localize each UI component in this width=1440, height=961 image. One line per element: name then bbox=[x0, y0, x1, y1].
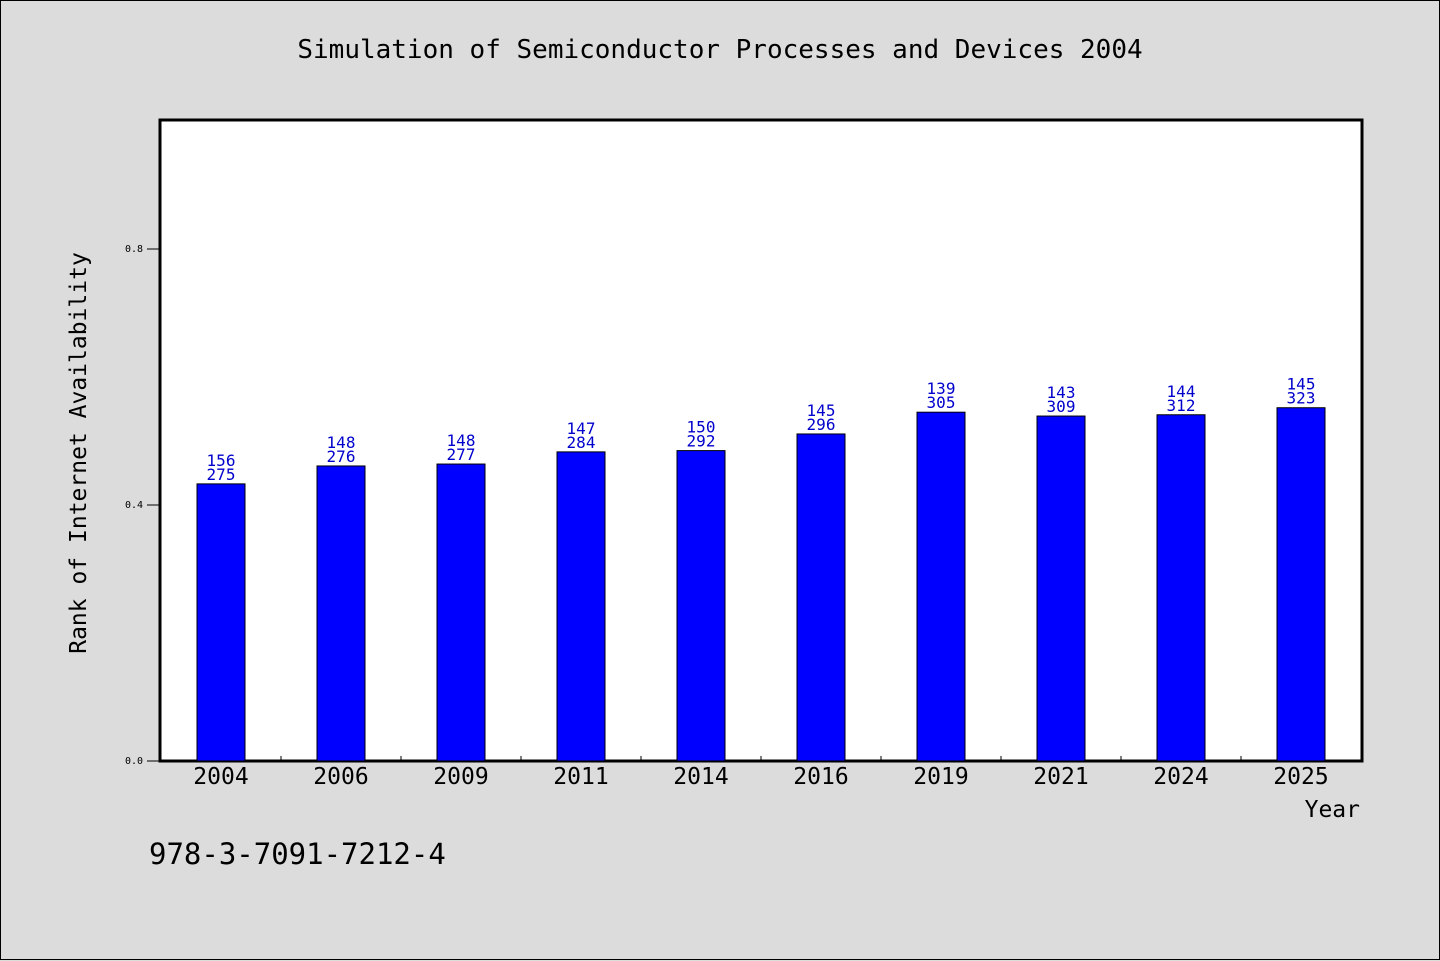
x-tick-label: 2006 bbox=[313, 764, 368, 790]
data-label-bottom: 309 bbox=[1047, 397, 1076, 416]
data-label-bottom: 277 bbox=[447, 445, 476, 464]
data-label-top: 150 bbox=[687, 418, 716, 437]
y-tick-label: 0.4 bbox=[125, 500, 143, 511]
data-label-bottom: 323 bbox=[1287, 389, 1316, 408]
data-label-bottom: 275 bbox=[207, 465, 236, 484]
y-tick-label: 0.0 bbox=[125, 756, 143, 767]
bar-2014 bbox=[676, 450, 726, 762]
isbn-footer: 978-3-7091-7212-4 bbox=[149, 837, 446, 871]
x-tick-label: 2004 bbox=[193, 764, 248, 790]
y-axis: 0.0 0.4 0.8 bbox=[125, 244, 161, 767]
bar-2009 bbox=[436, 463, 486, 762]
data-label-bottom: 276 bbox=[327, 447, 356, 466]
data-label-top: 143 bbox=[1047, 383, 1076, 402]
bars-group bbox=[196, 407, 1326, 762]
x-tick-labels-group: 2004 2006 2009 2011 2014 2016 2019 2021 2024 2025 bbox=[193, 764, 1328, 790]
data-label-top: 144 bbox=[1167, 382, 1196, 401]
x-tick-label: 2009 bbox=[433, 764, 488, 790]
y-axis-title: Rank of Internet Availability bbox=[66, 252, 92, 654]
data-label-bottom: 312 bbox=[1167, 396, 1196, 415]
x-tick-label: 2021 bbox=[1033, 764, 1088, 790]
y-tick-label: 0.8 bbox=[125, 244, 143, 255]
bar-2021 bbox=[1036, 415, 1086, 762]
data-label-top: 147 bbox=[567, 419, 596, 438]
data-label-bottom: 296 bbox=[807, 415, 836, 434]
x-tick-label: 2025 bbox=[1273, 764, 1328, 790]
x-tick-label: 2011 bbox=[553, 764, 608, 790]
bar-2025 bbox=[1276, 407, 1326, 762]
data-label-top: 148 bbox=[327, 433, 356, 452]
data-label-top: 145 bbox=[1287, 375, 1316, 394]
data-label-bottom: 305 bbox=[927, 393, 956, 412]
data-label-top: 139 bbox=[927, 379, 956, 398]
data-label-bottom: 292 bbox=[687, 432, 716, 451]
bar-2019 bbox=[916, 411, 966, 762]
data-label-top: 148 bbox=[447, 431, 476, 450]
x-tick-label: 2016 bbox=[793, 764, 848, 790]
bar-2011 bbox=[556, 451, 606, 762]
x-tick-label: 2019 bbox=[913, 764, 968, 790]
data-label-bottom: 284 bbox=[567, 433, 596, 452]
bar-2006 bbox=[316, 465, 366, 762]
data-label-top: 145 bbox=[807, 401, 836, 420]
bar-2016 bbox=[796, 433, 846, 762]
data-labels-group: 1562751482761482771472841502921452961393… bbox=[207, 375, 1316, 484]
bar-2004 bbox=[196, 483, 246, 762]
x-axis bbox=[280, 756, 1242, 761]
data-label-top: 156 bbox=[207, 451, 236, 470]
x-tick-label: 2024 bbox=[1153, 764, 1208, 790]
x-tick-label: 2014 bbox=[673, 764, 728, 790]
bar-2024 bbox=[1156, 414, 1206, 762]
chart-title: Simulation of Semiconductor Processes an… bbox=[297, 35, 1143, 65]
x-axis-title: Year bbox=[1305, 797, 1360, 823]
